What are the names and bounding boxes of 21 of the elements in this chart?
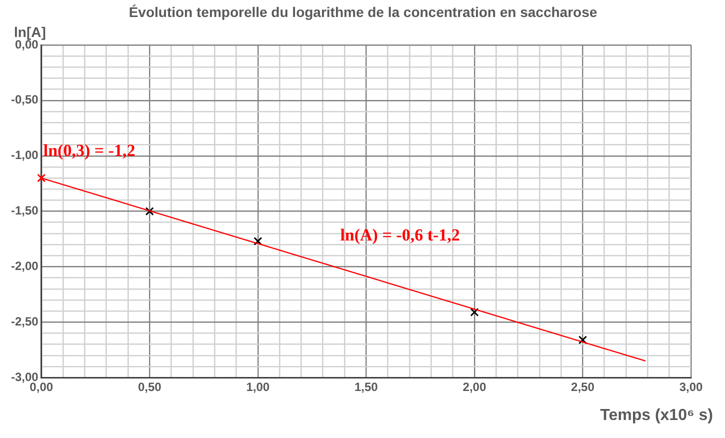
point <box>145 207 154 216</box>
x-tick-label: 0,50 <box>138 380 162 394</box>
y-tick-label: -2,50 <box>10 314 39 328</box>
point <box>470 308 479 316</box>
y-axis-title: ln[A] <box>14 24 46 40</box>
y-tick-label: -2,00 <box>10 259 39 274</box>
chart-title: Évolution temporelle du logarithme de la concentration en saccharose <box>128 4 598 20</box>
annotation: ln(A) = -0,6 t-1,2 <box>340 225 460 244</box>
x-tick-label: 2,00 <box>462 380 486 394</box>
point <box>37 174 46 182</box>
y-tick-label: -1,00 <box>10 148 39 162</box>
point <box>578 336 588 344</box>
x-tick-label: 2,50 <box>571 380 595 394</box>
y-tick-label: -1,50 <box>10 204 39 218</box>
x-tick-label: 1,50 <box>354 380 378 394</box>
y-tick-label: -0,50 <box>10 92 39 107</box>
x-tick-label: 3,00 <box>679 380 703 394</box>
x-axis-title: Temps (x10⁶ s) <box>600 407 713 424</box>
point <box>254 236 262 246</box>
annotation: ln(0,3) = -1,2 <box>43 140 136 160</box>
x-tick-label: 1,00 <box>246 380 270 394</box>
